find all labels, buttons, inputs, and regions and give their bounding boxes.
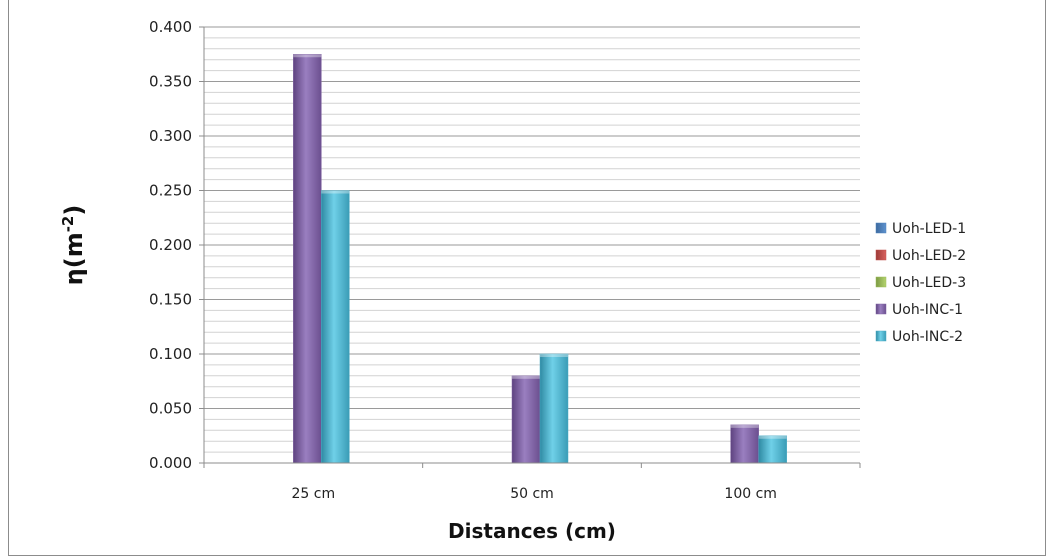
- x-category-labels: 25 cm 50 cm 100 cm: [292, 486, 777, 502]
- x-category-label: 25 cm: [292, 486, 336, 502]
- legend-label-uoh-led-3: Uoh-LED-3: [892, 275, 966, 291]
- x-axis-label: Distances (cm): [448, 519, 616, 543]
- y-tick-label: 0.050: [149, 400, 192, 418]
- legend-swatch-uoh-led-1: [875, 222, 887, 234]
- bar-uoh-inc-2-25cm: [321, 190, 350, 464]
- y-tick-label: 0.000: [149, 454, 192, 472]
- legend-swatch-uoh-inc-2: [875, 330, 887, 342]
- bar-cap: [758, 435, 787, 439]
- bar-cap: [512, 375, 540, 379]
- bar-uoh-inc-1-100cm: [730, 424, 759, 464]
- axes: [199, 26, 861, 468]
- y-tick-label: 0.100: [149, 345, 192, 363]
- legend-swatch-uoh-inc-1: [875, 303, 887, 315]
- y-axis-label-superscript: -2: [59, 216, 77, 233]
- bars: [293, 54, 787, 464]
- y-tick-labels: 0.000 0.050 0.100 0.150 0.200 0.250 0.300 0.350…: [149, 18, 192, 472]
- bar-uoh-inc-1-25cm: [293, 54, 322, 464]
- legend-label-uoh-inc-2: Uoh-INC-2: [892, 329, 963, 345]
- bar-cap: [540, 354, 568, 357]
- legend-swatch-uoh-led-3: [875, 276, 887, 288]
- bar-uoh-inc-2-100cm: [758, 435, 787, 464]
- legend: Uoh-LED-1 Uoh-LED-2 Uoh-LED-3 Uoh-INC-1 Uoh-…: [875, 221, 966, 345]
- x-category-label: 100 cm: [724, 486, 777, 502]
- y-axis-label-main: η(m: [60, 232, 88, 285]
- y-tick-label: 0.300: [149, 127, 192, 145]
- legend-label-uoh-led-1: Uoh-LED-1: [892, 221, 966, 237]
- y-axis-label-close: ): [60, 205, 88, 216]
- bar-uoh-inc-1-50cm: [511, 375, 541, 464]
- legend-label-uoh-inc-1: Uoh-INC-1: [892, 302, 963, 318]
- legend-swatch-uoh-led-2: [875, 249, 887, 261]
- bar-cap: [293, 54, 322, 58]
- y-tick-label: 0.350: [149, 73, 192, 91]
- y-tick-label: 0.150: [149, 291, 192, 309]
- legend-label-uoh-led-2: Uoh-LED-2: [892, 248, 966, 264]
- bar-cap: [730, 424, 759, 428]
- bar-cap: [321, 190, 350, 194]
- y-tick-label: 0.250: [149, 182, 192, 200]
- bar-uoh-inc-2-50cm: [539, 353, 569, 464]
- y-axis-label: η(m-2): [59, 205, 88, 286]
- y-tick-label: 0.200: [149, 236, 192, 254]
- x-category-label: 50 cm: [510, 486, 554, 502]
- y-tick-label: 0.400: [149, 18, 192, 36]
